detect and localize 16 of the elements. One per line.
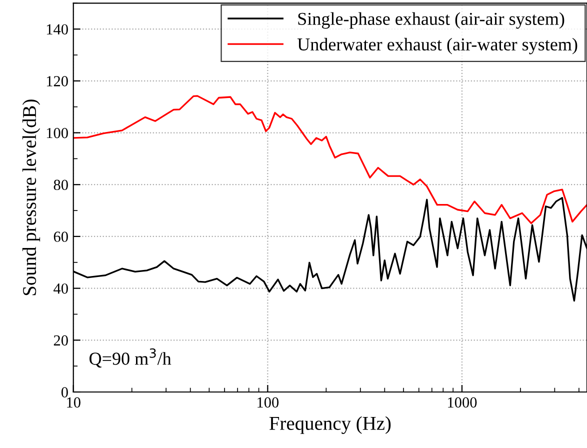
- legend-label: Single-phase exhaust (air-air system): [298, 12, 564, 29]
- y-tick-label: 20: [54, 335, 68, 346]
- legend-label: Underwater exhaust (air-water system): [297, 38, 578, 54]
- y-tick-label: 100: [46, 128, 68, 138]
- annotation: Q=90 m$^{3}$/h: [90, 348, 172, 368]
- x-tick-label: 100: [258, 397, 279, 408]
- y-axis-title: Sound pressure level(dB): [22, 100, 40, 296]
- y-tick-label: 60: [54, 232, 68, 242]
- y-tick-label: 40: [54, 283, 68, 294]
- y-tick-label: 140: [46, 24, 68, 35]
- y-tick-label: 120: [46, 76, 68, 86]
- y-tick-label: 80: [54, 180, 68, 190]
- y-tick-label: 0: [61, 387, 68, 398]
- x-axis-title: Frequency (Hz): [269, 416, 391, 434]
- x-tick-label: 10: [67, 397, 80, 408]
- x-tick-label: 1000: [448, 397, 477, 408]
